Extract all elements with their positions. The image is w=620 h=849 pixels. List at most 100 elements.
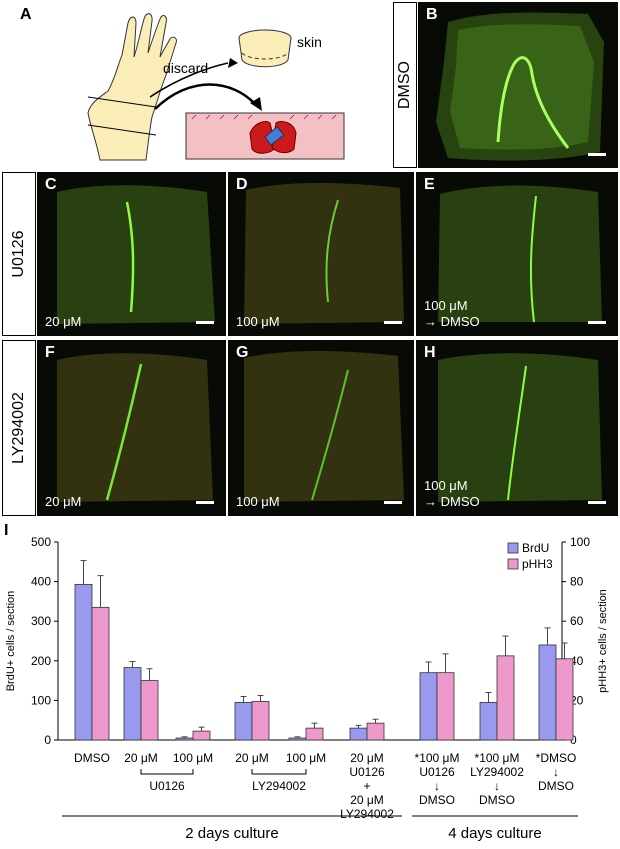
x-category-label: *100 μM xyxy=(475,751,520,765)
culture-label: 2 days culture xyxy=(185,825,278,842)
bar-brdu xyxy=(123,667,142,741)
x-category-label: DMSO xyxy=(479,793,515,807)
x-category-label: *DMSO xyxy=(536,751,577,765)
x-category-label: 20 μM xyxy=(235,751,269,765)
micrograph-c: C 20 μM xyxy=(37,172,226,336)
y-axis-label-left: BrdU+ cells / section xyxy=(5,591,17,692)
micrograph-c-letter: C xyxy=(45,176,57,193)
micrograph-d-conc: 100 μM xyxy=(236,314,280,329)
legend-swatch-phh3 xyxy=(507,558,519,570)
y-axis-label-right: pHH3+ cells / section xyxy=(597,589,609,693)
micrograph-g-conc: 100 μM xyxy=(236,494,280,509)
x-category-label: 20 μM xyxy=(124,751,158,765)
x-category-label: DMSO xyxy=(74,751,110,765)
bar-brdu xyxy=(349,727,368,741)
x-category-label: 100 μM xyxy=(286,751,326,765)
micrograph-f-scalebar xyxy=(196,501,214,504)
micrograph-d-scalebar xyxy=(384,321,402,324)
panel-i-letter: I xyxy=(4,522,9,539)
y-tick-label-left: 300 xyxy=(31,614,51,628)
bar-phh3 xyxy=(192,730,211,741)
bar-brdu xyxy=(288,737,307,741)
bar-phh3 xyxy=(366,722,385,741)
panel-b-scalebar xyxy=(588,153,606,156)
micrograph-c-conc: 20 μM xyxy=(45,314,82,329)
x-category-label: 20 μM xyxy=(350,793,384,807)
micrograph-e-scalebar xyxy=(588,321,606,324)
legend-swatch-brdu xyxy=(507,542,519,554)
x-category-label: 20 μM xyxy=(350,751,384,765)
bar-brdu xyxy=(175,737,194,741)
panel-a-schematic: skin discard xyxy=(87,13,345,161)
micrograph-h: H 100 μM → DMSO xyxy=(416,340,618,516)
x-category-label: DMSO xyxy=(419,793,455,807)
bar-phh3 xyxy=(91,606,110,741)
row-label-ly294002: LY294002 xyxy=(10,392,27,464)
legend-label-phh3: pHH3 xyxy=(522,557,553,571)
panel-b-letter: B xyxy=(426,6,438,23)
group-label: U0126 xyxy=(149,779,185,793)
bar-brdu xyxy=(538,644,557,741)
micrograph-c-scalebar xyxy=(196,321,214,324)
row-label-u0126-box: U0126 xyxy=(2,172,36,336)
panel-b-row-label-box: DMSO xyxy=(393,2,417,168)
y-tick-label-right: 20 xyxy=(570,693,584,707)
x-category-label: + xyxy=(363,779,370,793)
bar-brdu xyxy=(234,701,253,741)
x-category-label: 100 μM xyxy=(173,751,213,765)
micrograph-h-scalebar xyxy=(588,501,606,504)
bar-phh3 xyxy=(305,727,324,741)
group-label: LY294002 xyxy=(252,779,306,793)
culture-label: 4 days culture xyxy=(448,825,541,842)
y-tick-label-right: 0 xyxy=(570,733,577,747)
x-category-label: ↓ xyxy=(553,765,559,779)
micrograph-f: F 20 μM xyxy=(37,340,226,516)
y-tick-label-right: 40 xyxy=(570,654,584,668)
bar-phh3 xyxy=(555,658,574,741)
x-category-label: LY294002 xyxy=(470,765,524,779)
micrograph-e-letter: E xyxy=(424,176,435,193)
y-tick-label-right: 80 xyxy=(570,575,584,589)
panel-b-micrograph: B xyxy=(418,2,618,168)
y-tick-label-left: 0 xyxy=(44,733,51,747)
micrograph-f-letter: F xyxy=(45,344,55,361)
micrograph-d-letter: D xyxy=(236,176,248,193)
bar-brdu xyxy=(419,672,438,741)
group-bracket xyxy=(140,769,194,775)
x-category-label: ↓ xyxy=(434,779,440,793)
group-bracket xyxy=(251,769,307,775)
x-category-label: U0126 xyxy=(419,765,455,779)
y-tick-label-left: 400 xyxy=(31,575,51,589)
x-category-label: DMSO xyxy=(538,779,574,793)
y-tick-label-right: 100 xyxy=(570,535,590,549)
bar-phh3 xyxy=(496,655,515,741)
bar-phh3 xyxy=(251,700,270,741)
panel-a-letter: A xyxy=(20,6,32,23)
micrograph-g: G 100 μM xyxy=(228,340,414,516)
micrograph-e-conc: 100 μM → DMSO xyxy=(424,298,480,329)
bar-brdu xyxy=(479,701,498,741)
bar-brdu xyxy=(74,583,93,741)
legend-label-brdu: BrdU xyxy=(522,541,549,555)
y-tick-label-right: 60 xyxy=(570,614,584,628)
skin-label: skin xyxy=(297,34,322,50)
micrograph-e: E 100 μM → DMSO xyxy=(416,172,618,336)
micrograph-h-letter: H xyxy=(424,344,436,361)
panel-b-row-label: DMSO xyxy=(396,61,413,109)
discard-label: discard xyxy=(163,60,208,76)
row-label-ly294002-box: LY294002 xyxy=(2,340,36,516)
x-category-label: ↓ xyxy=(494,779,500,793)
y-tick-label-left: 200 xyxy=(31,654,51,668)
x-category-label: *100 μM xyxy=(415,751,460,765)
micrograph-f-conc: 20 μM xyxy=(45,494,82,509)
x-category-label: U0126 xyxy=(349,765,385,779)
bar-phh3 xyxy=(140,680,159,741)
panel-i-chart: 0 100 200 300 400 500 0 20 40 60 80 100 BrdU+ cells … xyxy=(5,535,609,842)
micrograph-g-scalebar xyxy=(384,501,402,504)
micrograph-h-conc: 100 μM → DMSO xyxy=(424,478,480,509)
micrograph-d: D 100 μM xyxy=(228,172,414,336)
x-category-label: LY294002 xyxy=(340,807,394,821)
y-tick-label-left: 500 xyxy=(31,535,51,549)
y-tick-label-left: 100 xyxy=(31,693,51,707)
bar-phh3 xyxy=(436,672,455,741)
